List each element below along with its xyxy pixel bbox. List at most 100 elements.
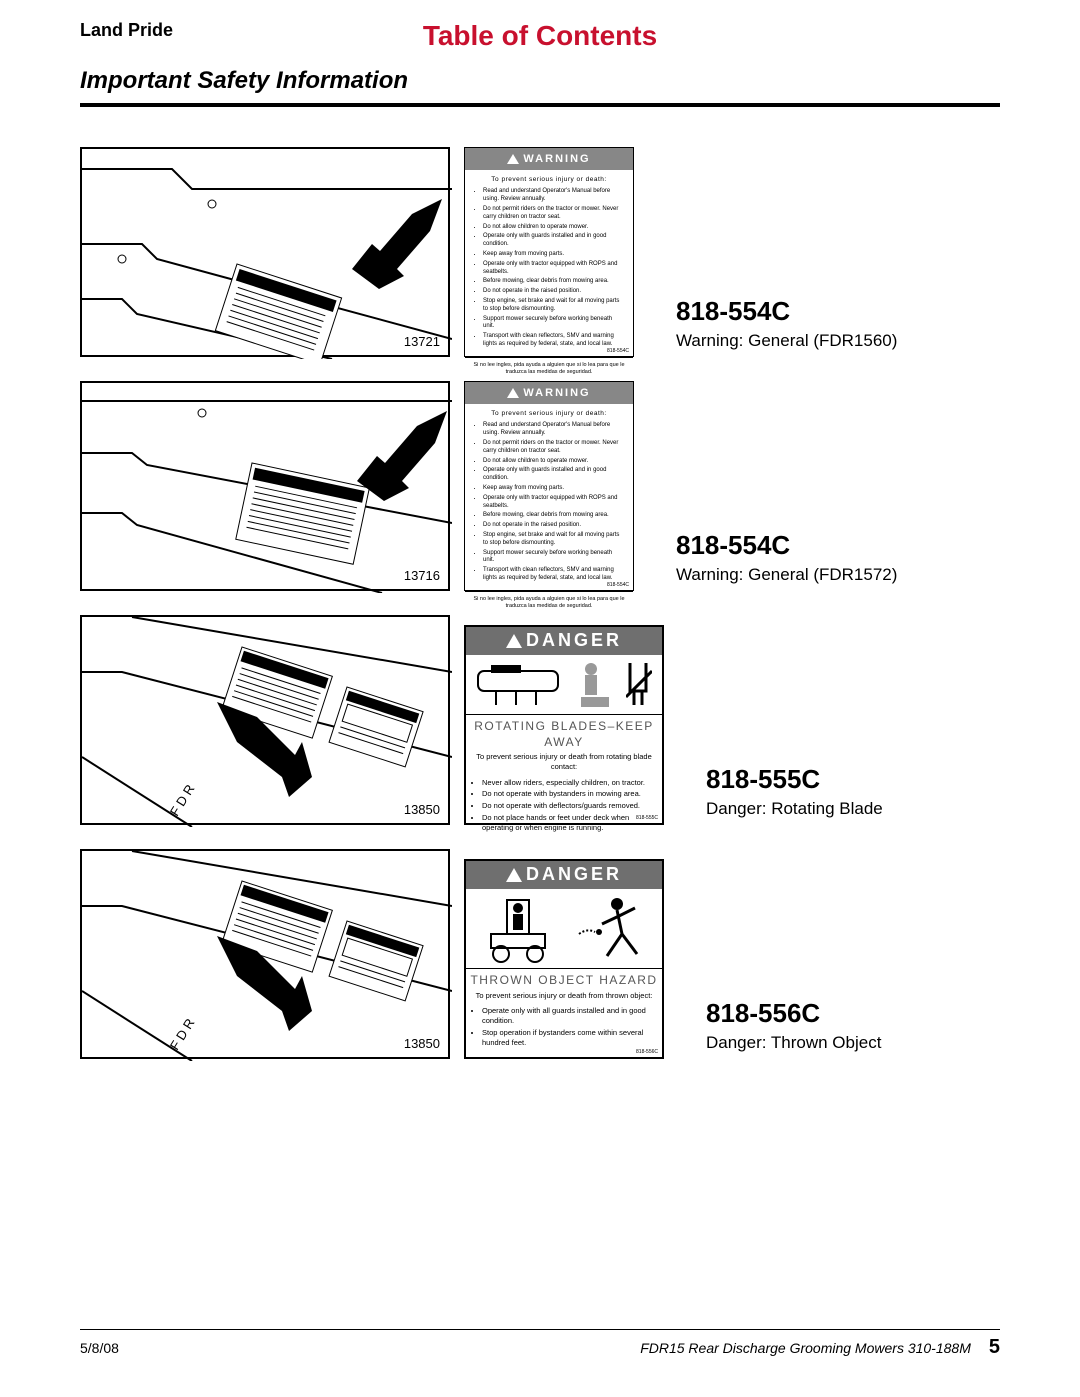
figure-number: 13721: [404, 334, 440, 349]
warning-heading: To prevent serious injury or death:: [473, 410, 625, 418]
danger-subtitle: To prevent serious injury or death from …: [466, 991, 662, 1005]
pointer-arrow-icon: [217, 936, 312, 1031]
warning-list: Read and understand Operator's Manual be…: [473, 422, 625, 582]
list-item: Operate only with all guards installed a…: [482, 1006, 652, 1026]
list-item: Never allow riders, especially children,…: [482, 778, 652, 788]
danger-list: Operate only with all guards installed a…: [466, 1004, 662, 1055]
content-area: 13721 WARNING To prevent serious injury …: [80, 147, 1000, 1059]
list-item: Do not allow children to operate mower.: [483, 458, 625, 466]
warning-list: Read and understand Operator's Manual be…: [473, 188, 625, 348]
label-row: 13716 WARNING To prevent serious injury …: [80, 381, 1000, 591]
location-diagram: 13716: [80, 381, 450, 591]
danger-word: DANGER: [526, 629, 622, 652]
label-partnum: 818-555C: [636, 815, 658, 822]
warning-heading: To prevent serious injury or death:: [473, 176, 625, 184]
danger-header: DANGER: [466, 627, 662, 655]
figure-number: 13716: [404, 568, 440, 583]
danger-pictograms: [466, 655, 662, 715]
part-code: 818-556C: [706, 998, 881, 1029]
danger-title: THROWN OBJECT HAZARD: [466, 969, 662, 991]
warning-header: WARNING: [465, 382, 633, 404]
list-item: Operate only with guards installed and i…: [483, 467, 625, 483]
location-diagram: F D R: [80, 849, 450, 1059]
svg-text:F D R: F D R: [167, 1016, 198, 1053]
alert-triangle-icon: [506, 634, 522, 648]
header-rule: [80, 103, 1000, 107]
list-item: Keep away from moving parts.: [483, 485, 625, 493]
danger-label: DANGER: [464, 859, 664, 1059]
warning-label: WARNING To prevent serious injury or dea…: [464, 147, 634, 357]
figure-number: 13850: [404, 1036, 440, 1051]
list-item: Keep away from moving parts.: [483, 251, 625, 259]
list-item: Stop operation if bystanders come within…: [482, 1028, 652, 1048]
danger-subtitle: To prevent serious injury or death from …: [466, 752, 662, 776]
danger-title: ROTATING BLADES–KEEP AWAY: [466, 715, 662, 752]
label-partnum: 818-554C: [607, 348, 629, 355]
brand-text: Land Pride: [80, 20, 173, 41]
part-desc: Warning: General (FDR1572): [676, 565, 897, 585]
warning-word: WARNING: [523, 386, 590, 400]
warning-label: WARNING To prevent serious injury or dea…: [464, 381, 634, 591]
tractor-operator-icon: [481, 894, 555, 964]
danger-pictograms: [466, 889, 662, 969]
toc-link[interactable]: Table of Contents: [423, 20, 657, 52]
list-item: Do not operate with deflectors/guards re…: [482, 801, 652, 811]
list-item: Do not permit riders on the tractor or m…: [483, 440, 625, 456]
list-item: Operate only with guards installed and i…: [483, 233, 625, 249]
list-item: Before mowing, clear debris from mowing …: [483, 512, 625, 520]
section-subtitle: Important Safety Information: [80, 67, 1000, 95]
mower-deck-icon: [476, 661, 566, 709]
warning-footnote: Si no lee ingles, pida ayuda a alguien q…: [465, 357, 633, 380]
list-item: Stop engine, set brake and wait for all …: [483, 298, 625, 314]
list-item: Do not permit riders on the tractor or m…: [483, 206, 625, 222]
list-item: Do not operate in the raised position.: [483, 522, 625, 530]
part-desc: Warning: General (FDR1560): [676, 331, 897, 351]
warning-word: WARNING: [523, 152, 590, 166]
danger-header: DANGER: [466, 861, 662, 889]
part-code: 818-554C: [676, 296, 897, 327]
pointer-arrow-icon: [352, 199, 442, 289]
list-item: Support mower securely before working be…: [483, 550, 625, 566]
alert-triangle-icon: [507, 154, 519, 164]
part-desc: Danger: Rotating Blade: [706, 799, 883, 819]
struck-person-icon: [577, 894, 647, 964]
list-item: Transport with clean reflectors, SMV and…: [483, 567, 625, 583]
list-item: Read and understand Operator's Manual be…: [483, 188, 625, 204]
list-item: Operate only with tractor equipped with …: [483, 495, 625, 511]
part-desc: Danger: Thrown Object: [706, 1033, 881, 1053]
list-item: Do not operate with bystanders in mowing…: [482, 789, 652, 799]
pointer-arrow-icon: [217, 702, 312, 797]
severed-foot-icon: [579, 661, 613, 709]
label-row: F D R: [80, 615, 1000, 825]
location-diagram: F D R: [80, 615, 450, 825]
list-item: Do not place hands or feet under deck wh…: [482, 813, 652, 833]
list-item: Do not allow children to operate mower.: [483, 224, 625, 232]
label-partnum: 818-554C: [607, 582, 629, 589]
figure-number: 13850: [404, 802, 440, 817]
danger-label: DANGER ROTATING BLADES–KEEP AWAY To prev…: [464, 625, 664, 825]
list-item: Read and understand Operator's Manual be…: [483, 422, 625, 438]
label-row: F D R: [80, 849, 1000, 1059]
page-number: 5: [989, 1336, 1000, 1359]
list-item: Support mower securely before working be…: [483, 316, 625, 332]
list-item: Stop engine, set brake and wait for all …: [483, 532, 625, 548]
label-row: 13721 WARNING To prevent serious injury …: [80, 147, 1000, 357]
svg-text:F D R: F D R: [167, 782, 198, 819]
list-item: Do not operate in the raised position.: [483, 288, 625, 296]
label-partnum: 818-556C: [636, 1049, 658, 1056]
danger-word: DANGER: [526, 863, 622, 886]
page-footer: 5/8/08 FDR15 Rear Discharge Grooming Mow…: [80, 1329, 1000, 1359]
part-code: 818-554C: [676, 530, 897, 561]
footer-model: FDR15 Rear Discharge Grooming Mowers 310…: [640, 1340, 971, 1356]
warning-footnote: Si no lee ingles, pida ayuda a alguien q…: [465, 591, 633, 614]
alert-triangle-icon: [506, 868, 522, 882]
part-code: 818-555C: [706, 764, 883, 795]
list-item: Transport with clean reflectors, SMV and…: [483, 333, 625, 349]
list-item: Before mowing, clear debris from mowing …: [483, 278, 625, 286]
list-item: Operate only with tractor equipped with …: [483, 261, 625, 277]
pointer-arrow-icon: [357, 411, 447, 501]
danger-list: Never allow riders, especially children,…: [466, 776, 662, 841]
severed-hand-icon: [626, 661, 652, 709]
footer-date: 5/8/08: [80, 1340, 119, 1356]
alert-triangle-icon: [507, 388, 519, 398]
